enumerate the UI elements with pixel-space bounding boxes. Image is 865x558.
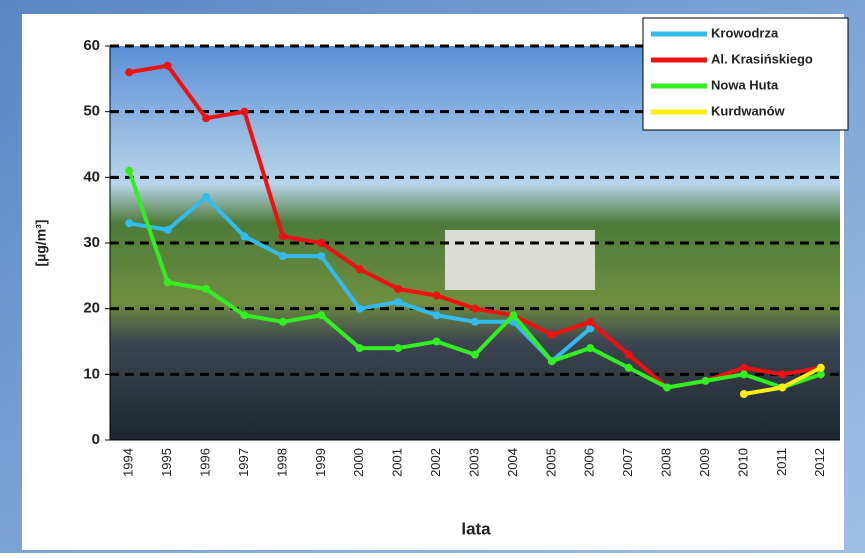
point [163,61,172,70]
y-tick-label: 30 [83,234,100,251]
point [701,376,710,385]
point [432,337,441,346]
point [471,304,479,313]
x-tick-label: 1994 [121,448,136,477]
x-tick-label: 2011 [774,448,789,476]
point [202,193,211,202]
point [624,363,633,372]
x-tick-label: 1998 [274,448,289,477]
legend-label: Kurdwanów [711,103,786,118]
point [278,232,287,241]
x-tick-label: 2005 [543,448,558,477]
y-tick-label: 0 [92,431,100,448]
point [317,252,326,261]
point [125,219,134,228]
point [355,344,364,353]
point [471,350,479,359]
x-tick-label: 1996 [197,448,212,477]
point [547,357,556,366]
x-tick-label: 2012 [812,448,827,477]
x-tick-label: 2009 [697,448,712,477]
point [624,350,633,359]
point [394,344,403,353]
x-tick-label: 2007 [620,448,635,477]
point [394,298,403,307]
x-tick-label: 2001 [390,448,405,477]
point [278,252,287,261]
point [240,107,249,116]
x-tick-label: 2006 [582,448,597,477]
point [586,317,595,326]
point [739,370,748,379]
point [663,383,672,392]
x-tick-label: 2008 [659,448,674,477]
x-tick-label: 1995 [159,448,174,477]
point [739,390,748,399]
point [240,232,249,241]
x-tick-label: 2010 [735,448,750,477]
point [278,317,287,326]
legend-label: Krowodrza [711,25,779,40]
y-tick-label: 50 [83,103,100,120]
x-tick-label: 1997 [236,448,251,477]
x-tick-label: 2000 [351,448,366,477]
point [432,311,441,320]
point [163,278,172,287]
point [125,166,134,175]
point [240,311,249,320]
legend-label: Nowa Huta [711,77,779,92]
point [163,225,172,234]
point [317,239,326,247]
point [202,114,211,123]
point [586,344,595,353]
point [202,284,211,293]
point [547,330,556,339]
point [816,370,825,379]
point [739,363,748,372]
point [509,311,518,320]
point [355,304,364,313]
y-tick-label: 60 [83,37,100,54]
y-tick-label: 40 [83,168,100,185]
point [471,317,479,326]
building [445,230,595,290]
y-tick-label: 10 [83,365,100,382]
x-tick-label: 1999 [313,448,328,477]
x-axis-title: lata [461,519,491,538]
x-tick-label: 2004 [505,448,520,477]
y-tick-label: 20 [83,300,100,317]
point [778,370,787,379]
x-tick-label: 2003 [466,448,481,477]
y-axis-title: [µg/m³] [33,220,49,267]
x-tick-label: 2002 [428,448,443,477]
point [586,324,595,333]
point [125,68,134,77]
point [816,363,825,372]
point [778,383,787,392]
point [317,311,326,320]
legend-label: Al. Krasińskiego [711,51,813,66]
point [355,265,364,274]
point [432,291,441,300]
point [394,284,403,293]
